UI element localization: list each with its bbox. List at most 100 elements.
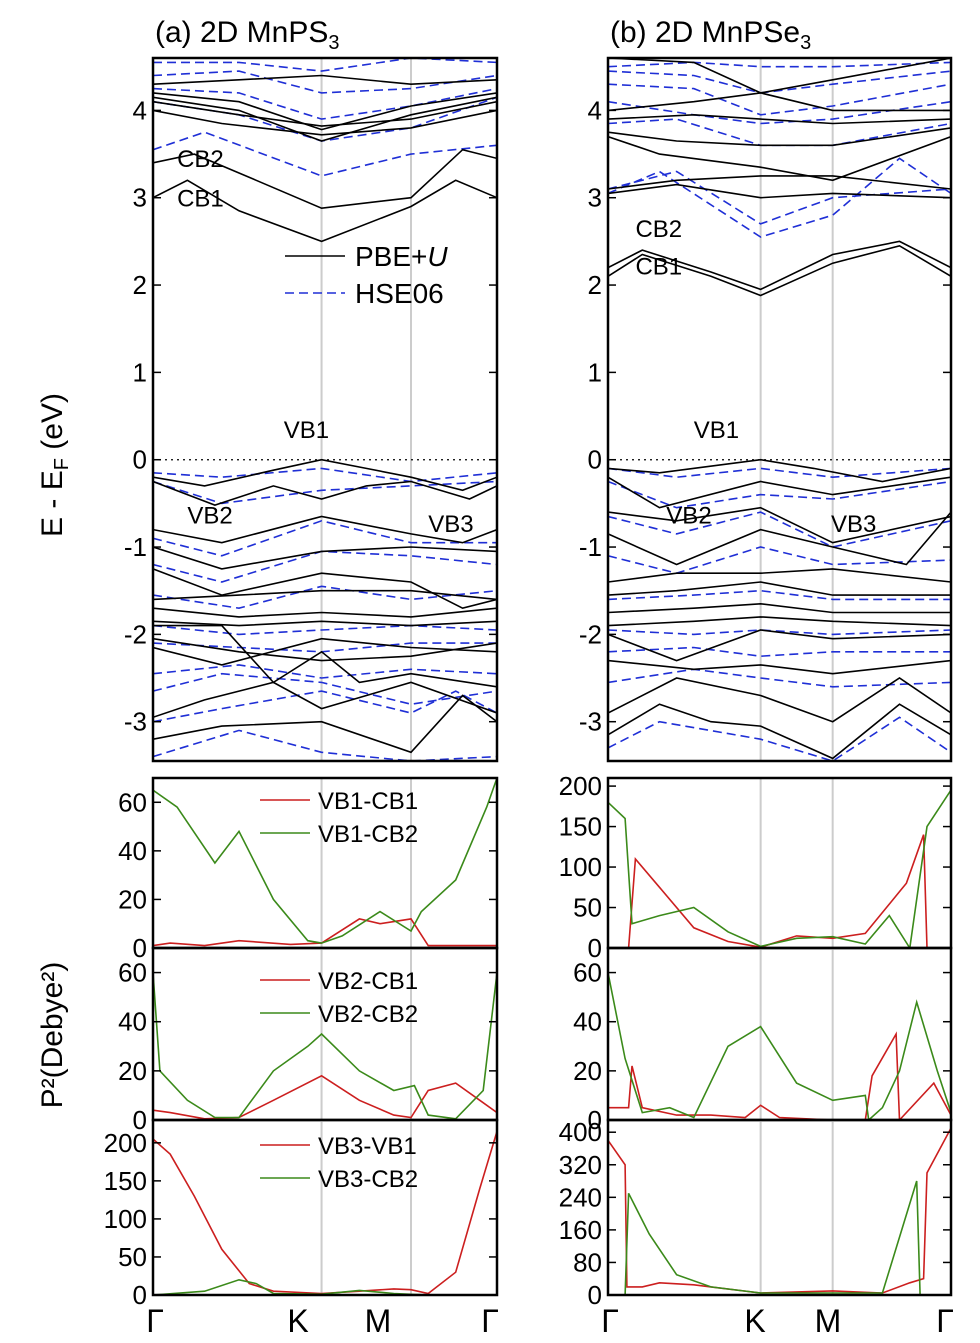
legend-label: VB3-VB1: [318, 1133, 417, 1160]
pbe-band-line: [608, 458, 951, 483]
panel-band-a: CB2 CB1 VB1 VB2 VB3 -3 -2 -1 0 1 2 3 4: [124, 56, 499, 763]
y-tick-label: 100: [104, 1204, 147, 1234]
hse-band-line: [608, 83, 951, 116]
hse-band-line: [608, 646, 951, 658]
y-tick-label: 40: [573, 1007, 602, 1037]
band-label: VB1: [284, 417, 329, 444]
hse-band-line: [608, 157, 951, 238]
y-tick-label: 320: [559, 1150, 602, 1180]
pbe-band-line: [608, 616, 951, 627]
pbe-band-line: [608, 127, 951, 147]
pbe-band-line: [153, 74, 497, 86]
y-tick-label: -1: [579, 532, 602, 562]
series-line-vb2-cb2: [608, 972, 951, 1120]
band-label: CB2: [177, 146, 224, 173]
kpoint-k-b: K: [744, 1303, 765, 1339]
pbe-band-line: [153, 694, 497, 754]
pbe-band-line: [608, 677, 951, 723]
panel-band-b: CB2 CB1 VB1 VB2 VB3 -3 -2 -1 0 1 2 3 4: [579, 56, 953, 763]
band-label: VB2: [666, 502, 711, 529]
pbe-band-line: [608, 58, 951, 94]
y-tick-label: -3: [579, 707, 602, 737]
series-line-vb1-cb2: [153, 778, 497, 944]
pbe-band-line: [153, 681, 497, 719]
panel-p2-a2: 0 20 40 60: [118, 946, 499, 1135]
y-tick-label: 20: [573, 1056, 602, 1086]
band-label: CB1: [177, 185, 224, 212]
hse-band-line: [153, 729, 497, 761]
ylabel-p2: P²(Debye²): [36, 962, 69, 1109]
pbe-band-line: [608, 244, 951, 297]
y-tick-label: 40: [118, 836, 147, 866]
hse-band-line: [608, 629, 951, 636]
hse-band-line: [153, 624, 497, 636]
band-label: VB1: [694, 417, 739, 444]
pbe-band-line: [608, 183, 951, 199]
pbe-band-line: [153, 109, 497, 136]
y-tick-label: 3: [133, 183, 147, 213]
legend-label: VB2-CB1: [318, 968, 418, 995]
series-line-vb3-cb2: [608, 1180, 951, 1295]
panel-frame: [606, 946, 953, 1122]
y-tick-label: 160: [559, 1215, 602, 1245]
y-tick-label: 60: [118, 787, 147, 817]
pbe-band-line: [153, 148, 497, 210]
band-label: CB2: [635, 216, 682, 243]
pbe-band-line: [608, 581, 951, 596]
pbe-band-line: [153, 480, 497, 506]
series-line-vb2-cb1: [608, 1031, 951, 1120]
y-tick-label: 100: [559, 852, 602, 882]
y-tick-label: 0: [133, 1105, 147, 1135]
y-tick-label: 80: [573, 1247, 602, 1277]
pbe-band-line: [153, 637, 497, 662]
pbe-band-line: [608, 135, 951, 182]
pbe-band-line: [608, 602, 951, 614]
pbe-band-line: [153, 607, 497, 618]
hse-band-line: [153, 87, 497, 120]
y-tick-label: 0: [588, 933, 602, 963]
series-line-vb2-cb1: [153, 1074, 497, 1120]
legend-pbe-label: PBE+U: [355, 241, 448, 272]
pbe-band-line: [153, 568, 497, 610]
legend-label: VB3-CB2: [318, 1166, 418, 1193]
pbe-band-line: [608, 92, 951, 112]
pbe-band-line: [608, 659, 951, 675]
kpoint-gamma-a2: Γ: [481, 1303, 499, 1339]
pbe-band-line: [608, 506, 951, 544]
y-tick-label: 50: [118, 1242, 147, 1272]
legend-label: VB2-CB2: [318, 1001, 418, 1028]
pbe-band-line: [608, 476, 951, 509]
y-tick-label: 60: [573, 958, 602, 988]
y-tick-label: 40: [118, 1007, 147, 1037]
hse-band-line: [153, 70, 497, 94]
hse-band-line: [153, 131, 497, 177]
legend-label: VB1-CB1: [318, 788, 418, 815]
y-tick-label: 4: [133, 95, 147, 125]
y-tick-label: 0: [588, 1105, 602, 1135]
kpoint-k-a: K: [287, 1303, 308, 1339]
series-line-vb1-cb2: [608, 789, 951, 948]
panel-p2-a3: 0 50 100 150 200: [104, 1118, 499, 1310]
y-tick-label: 0: [588, 1280, 602, 1310]
y-tick-label: -1: [124, 532, 147, 562]
band-label: VB3: [428, 511, 473, 538]
pbe-band-line: [608, 175, 951, 190]
y-tick-label: 200: [559, 771, 602, 801]
panel-p2-b1: 0 50 100 150 200: [559, 771, 953, 963]
y-tick-label: 240: [559, 1182, 602, 1212]
title-panel-a: (a) 2D MnPS3: [155, 16, 340, 54]
y-tick-label: 4: [588, 95, 602, 125]
hse-band-line: [153, 467, 497, 483]
ylabel-energy: E - EF (eV): [36, 393, 73, 537]
y-tick-label: 20: [118, 884, 147, 914]
hse-band-line: [608, 668, 951, 688]
hse-band-line: [153, 690, 497, 723]
kpoint-gamma-a1: Γ: [146, 1303, 164, 1339]
y-tick-label: -3: [124, 707, 147, 737]
pbe-band-line: [153, 92, 497, 131]
hse-band-line: [153, 550, 497, 583]
pbe-band-line: [153, 546, 497, 570]
kpoint-gamma-b1: Γ: [601, 1303, 619, 1339]
